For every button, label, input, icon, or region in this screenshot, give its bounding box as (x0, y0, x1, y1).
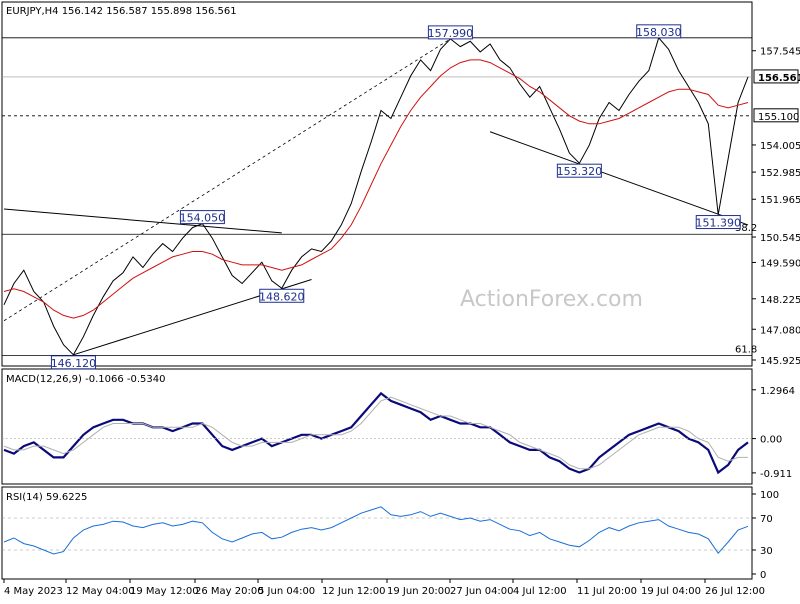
level-label: 151.390 (695, 215, 741, 230)
price-tag: 155.100 (753, 108, 799, 123)
level-label-text: 146.120 (51, 357, 97, 370)
level-label-box (427, 25, 473, 40)
rsi-y-tick-label: 70 (760, 514, 773, 525)
x-tick-label: 19 May 12:00 (130, 586, 199, 597)
y-tick-label: 150.545 (760, 233, 800, 244)
level-label-box (259, 288, 305, 303)
price-tag-box (753, 108, 799, 123)
level-label-box (636, 24, 682, 39)
level-label-box (695, 215, 741, 230)
x-tick-label: 19 Jun 20:00 (387, 586, 451, 597)
x-tick-label: 26 May 20:00 (195, 586, 264, 597)
level-label: 158.030 (636, 24, 682, 39)
y-tick-label: 157.545 (760, 47, 800, 58)
rsi-panel-title: RSI(14) 59.6225 (6, 492, 87, 503)
macd-signal-line (3, 396, 748, 470)
y-tick-label: 152.985 (760, 168, 800, 179)
y-tick-label: 147.080 (760, 325, 800, 336)
macd-y-tick-label: 1.2964 (760, 386, 795, 397)
fib-level-label: 38.2 (735, 223, 757, 234)
moving-average-line (3, 59, 749, 319)
fib-level-label: 61.8 (735, 344, 757, 355)
x-tick-label: 4 Jul 12:00 (513, 586, 567, 597)
x-tick-label: 4 May 2023 (4, 586, 63, 597)
rsi-y-tick-label: 100 (760, 490, 779, 501)
price-panel-title: EURJPY,H4 156.142 156.587 155.898 156.56… (6, 6, 237, 17)
macd-panel-frame (1, 368, 753, 485)
macd-y-tick-label: 0.00 (760, 435, 782, 446)
macd-y-tick-label: -0.911 (760, 469, 792, 480)
level-label-text: 158.030 (636, 26, 682, 39)
macd-y-ticks: 1.2964 0.00 -0.911 (752, 386, 795, 480)
level-label-text: 153.320 (557, 165, 603, 178)
price-tag: 156.561 (753, 69, 800, 84)
level-label-text: 154.050 (180, 212, 226, 225)
price-panel-frame (1, 1, 753, 367)
level-label-text: 157.990 (428, 27, 474, 40)
macd-panel-title: MACD(12,26,9) -0.1066 -0.5340 (6, 374, 166, 385)
watermark: ActionForex.com (460, 287, 643, 312)
level-label: 157.990 (427, 25, 474, 40)
y-tick-label: 149.590 (760, 258, 800, 269)
level-label-text: 148.620 (259, 290, 305, 303)
rsi-y-ticks: 100 70 30 0 (752, 490, 779, 581)
level-label: 146.120 (50, 355, 97, 370)
x-tick-label: 5 Jun 04:00 (258, 586, 315, 597)
price-tag-box (753, 69, 799, 84)
x-tick-label: 11 Jul 20:00 (577, 586, 637, 597)
level-label: 153.320 (556, 163, 603, 178)
x-tick-label: 26 Jul 12:00 (705, 586, 765, 597)
rsi-y-tick-label: 0 (760, 570, 766, 581)
macd-series (2, 391, 752, 475)
falling-resistance-line (3, 208, 282, 234)
y-tick-label: 154.005 (760, 141, 800, 152)
price-y-ticks: 157.545 156.561 155.100 154.005 152.985 151.9… (752, 47, 800, 367)
descending-trend-line (489, 131, 749, 226)
x-tick-label: 19 Jul 04:00 (641, 586, 701, 597)
level-label: 148.620 (259, 288, 305, 303)
y-tick-label: 148.225 (760, 295, 800, 306)
level-label-box (556, 163, 602, 178)
level-label: 154.050 (179, 210, 226, 225)
level-label-text: 151.390 (695, 217, 741, 230)
price-tag-text: 156.561 (758, 73, 800, 84)
y-tick-label: 151.965 (760, 195, 800, 206)
x-tick-label: 27 Jun 04:00 (450, 586, 514, 597)
price-tag-text: 155.100 (758, 112, 799, 123)
price-series-line (3, 36, 749, 356)
rsi-y-tick-label: 30 (760, 546, 773, 557)
y-tick-label: 145.925 (760, 356, 800, 367)
x-tick-label: 12 May 04:00 (66, 586, 135, 597)
level-label-box (179, 210, 225, 225)
level-label-box (50, 355, 96, 370)
price-level-labels: 157.990 158.030 154.050 148.620 146.120 153.3… (50, 24, 741, 370)
rsi-panel-frame (1, 486, 753, 580)
channel-dotted-line (3, 38, 451, 322)
rsi-series (2, 506, 752, 555)
x-tick-label: 12 Jun 12:00 (322, 586, 386, 597)
price-lines: 38.2 61.8 (2, 37, 757, 356)
rsi-line (3, 506, 749, 555)
price-series (3, 36, 749, 356)
